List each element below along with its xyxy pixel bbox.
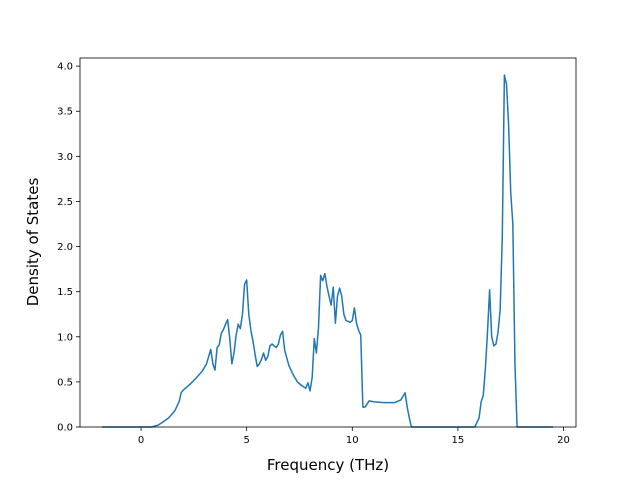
y-tick-label: 4.0 [57, 62, 73, 73]
y-tick-label: 2.0 [57, 242, 73, 253]
y-tick-label: 3.5 [57, 107, 73, 118]
x-tick-label: 5 [243, 435, 249, 446]
x-tick-label: 20 [557, 435, 570, 446]
y-axis-label: Density of States [24, 178, 42, 307]
x-axis-label: Frequency (THz) [267, 456, 389, 474]
y-tick-label: 1.5 [57, 287, 73, 298]
x-tick-label: 10 [346, 435, 359, 446]
x-tick-label: 0 [138, 435, 144, 446]
y-tick-label: 0.0 [57, 423, 73, 434]
plot-frame [79, 57, 577, 428]
y-tick-label: 1.0 [57, 332, 73, 343]
y-tick-label: 0.5 [57, 377, 73, 388]
y-tick-label: 2.5 [57, 197, 73, 208]
line [101, 74, 553, 428]
x-tick-label: 15 [452, 435, 465, 446]
y-tick-label: 3.0 [57, 152, 73, 163]
